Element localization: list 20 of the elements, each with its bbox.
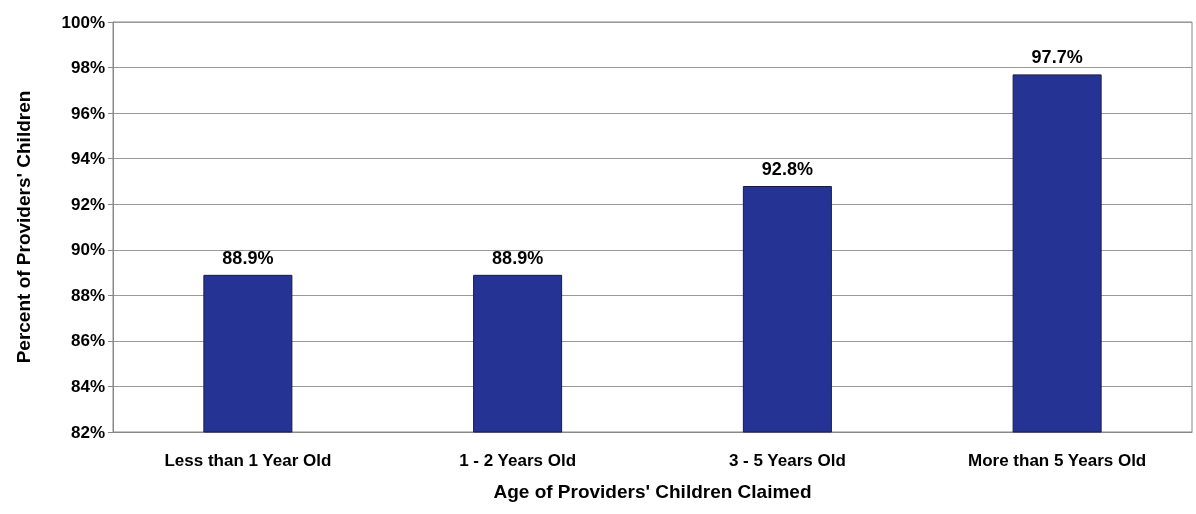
- y-tick-label: 84%: [70, 376, 105, 396]
- x-tick-label: 3 - 5 Years Old: [728, 451, 846, 470]
- data-label: 88.9%: [222, 247, 274, 268]
- y-tick-label: 92%: [70, 194, 105, 214]
- y-tick-label: 98%: [70, 58, 105, 78]
- y-tick-label: 90%: [70, 240, 105, 260]
- y-tick-label: 82%: [70, 422, 105, 442]
- y-axis-title: Percent of Providers' Children: [13, 90, 34, 364]
- y-tick-label: 96%: [70, 103, 105, 123]
- data-label: 88.9%: [492, 247, 544, 268]
- y-tick-label: 86%: [70, 331, 105, 351]
- y-tick-label: 94%: [70, 149, 105, 169]
- data-label: 92.8%: [761, 159, 813, 179]
- x-tick-label: More than 5 Years Old: [967, 451, 1147, 470]
- data-label: 97.7%: [1031, 47, 1083, 68]
- x-tick-label: Less than 1 Year Old: [164, 451, 332, 470]
- x-tick-label: 1 - 2 Years Old: [459, 451, 577, 470]
- y-tick-label: 88%: [70, 285, 105, 305]
- y-tick-label: 100%: [61, 12, 105, 32]
- x-axis-title: Age of Providers' Children Claimed: [493, 481, 812, 502]
